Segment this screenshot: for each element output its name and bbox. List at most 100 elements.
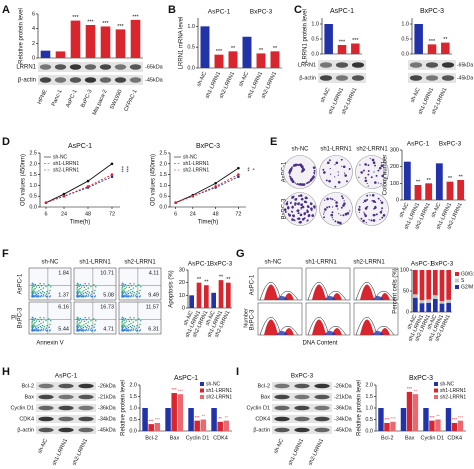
- flow-event: [124, 328, 126, 330]
- colony: [294, 198, 297, 201]
- quadrant-value: 6.31: [148, 326, 159, 332]
- y-axis-label: Relative protein level: [19, 8, 25, 64]
- bar: [457, 180, 465, 200]
- flow-event: [136, 290, 138, 293]
- hist-outline: [259, 317, 299, 336]
- chart-title: AsPC-1: [68, 143, 92, 150]
- flow-event: [40, 322, 42, 325]
- flow-event: [90, 293, 92, 295]
- significance: ***: [216, 49, 223, 55]
- flow-event: [125, 293, 128, 296]
- flow-event: [78, 285, 80, 287]
- colony: [329, 197, 332, 200]
- colony: [300, 221, 303, 223]
- bar: [40, 50, 51, 58]
- bar-segment: [446, 270, 451, 300]
- bar: [217, 421, 223, 431]
- flow-event: [124, 325, 126, 327]
- bar: [211, 408, 217, 431]
- significance: **: [448, 176, 453, 182]
- colony: [309, 178, 313, 182]
- flow-plot: [73, 267, 117, 301]
- flow-event: [77, 324, 79, 326]
- y-tick-label: 50: [403, 288, 409, 294]
- flow-event: [40, 294, 42, 297]
- flow-event: [43, 292, 45, 294]
- colony: [294, 203, 297, 206]
- flow-event: [34, 317, 37, 320]
- flow-event: [42, 290, 44, 293]
- flow-event: [124, 294, 126, 296]
- flow-event: [42, 295, 44, 298]
- colony: [342, 204, 345, 207]
- blot-kda: -45kDa: [334, 427, 353, 433]
- blot-band: [425, 75, 439, 81]
- colony: [346, 180, 348, 183]
- x-tick-label: Cyclin D1: [420, 435, 444, 441]
- colony: [331, 198, 334, 201]
- flow-event: [122, 317, 125, 319]
- blot-band: [335, 75, 349, 81]
- significance: **: [219, 275, 224, 281]
- colony: [312, 213, 314, 216]
- flow-event: [76, 288, 78, 290]
- plate-column: sh-NC: [291, 147, 309, 153]
- flow-event: [79, 287, 81, 290]
- colony: [374, 206, 377, 209]
- hist-x-label: DNA Content: [302, 341, 337, 347]
- flow-event: [91, 324, 93, 327]
- colony: [334, 185, 337, 188]
- significance: ***: [117, 24, 124, 30]
- blot-band: [78, 383, 94, 389]
- colony: [360, 171, 363, 174]
- bar: [414, 185, 422, 200]
- flow-event: [133, 317, 135, 319]
- flow-event: [81, 329, 84, 332]
- blot-kda: -65kDa: [145, 64, 164, 70]
- legend-label: sh1-LRRN1: [440, 388, 466, 394]
- colony: [380, 164, 384, 167]
- significance: ***: [339, 39, 346, 45]
- panel-letter: C: [294, 4, 302, 16]
- colony: [362, 201, 364, 203]
- significance: ***: [155, 417, 161, 422]
- x-tick-label: sh-NC: [410, 87, 422, 104]
- flow-event: [78, 289, 80, 291]
- significance: ***: [172, 387, 178, 392]
- colony: [380, 162, 383, 164]
- y-tick-label: 1.0: [311, 21, 319, 27]
- colony: [343, 172, 346, 174]
- colony: [303, 200, 307, 204]
- colony: [303, 212, 307, 215]
- blot-title: BxPC-3: [291, 373, 314, 380]
- flow-event: [125, 286, 128, 288]
- hist-row: AsPC-1: [250, 274, 256, 295]
- colony: [375, 213, 378, 216]
- chart-title: BxPC-3: [420, 8, 444, 15]
- colony: [358, 205, 361, 208]
- flow-event: [90, 327, 92, 329]
- blot-band: [425, 62, 439, 68]
- group-label: BxPC-3: [210, 261, 233, 268]
- flow-event: [35, 293, 38, 296]
- legend-label: sh-NC: [183, 154, 198, 160]
- colony: [364, 207, 368, 210]
- colony: [332, 218, 334, 221]
- blot-band: [294, 383, 310, 389]
- flow-plot: [73, 301, 117, 335]
- colony: [300, 206, 303, 209]
- significance: **: [273, 46, 278, 52]
- x-axis-label: Time(h): [70, 220, 90, 226]
- x-tick-label: 24: [190, 211, 196, 217]
- blot-band: [441, 75, 455, 81]
- y-tick-label: 0.5: [365, 417, 373, 423]
- hist-column: sh1-LRRN1: [305, 260, 337, 266]
- point: [44, 201, 48, 204]
- flow-event: [121, 329, 124, 332]
- flow-event: [138, 284, 140, 286]
- flow-event: [42, 329, 44, 332]
- y-axis-label: Apoptosis (%): [169, 270, 175, 307]
- legend-swatch: [455, 278, 459, 283]
- colony: [370, 176, 373, 179]
